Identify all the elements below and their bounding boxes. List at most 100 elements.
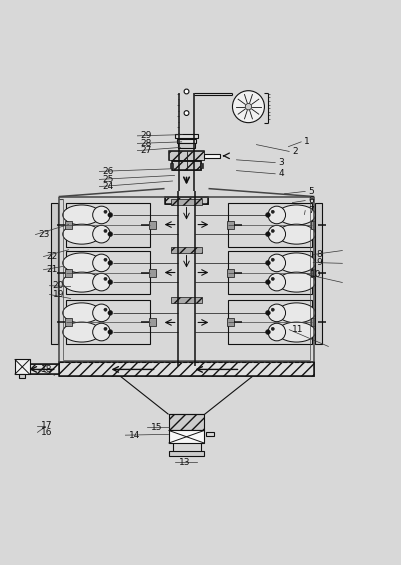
Text: 10: 10 bbox=[310, 270, 322, 279]
Text: 27: 27 bbox=[141, 146, 152, 155]
Bar bbox=[148, 319, 156, 327]
Bar bbox=[200, 163, 203, 168]
Bar bbox=[177, 138, 196, 142]
Ellipse shape bbox=[63, 303, 101, 323]
Bar bbox=[186, 161, 201, 170]
Circle shape bbox=[93, 254, 110, 272]
Bar bbox=[227, 268, 235, 276]
Bar bbox=[315, 207, 320, 242]
Circle shape bbox=[104, 277, 107, 280]
Text: 8: 8 bbox=[316, 250, 322, 259]
Circle shape bbox=[104, 258, 107, 262]
Bar bbox=[25, 364, 59, 375]
Text: 19: 19 bbox=[53, 290, 64, 299]
Ellipse shape bbox=[63, 322, 101, 342]
Text: 16: 16 bbox=[41, 428, 52, 437]
Text: 9: 9 bbox=[316, 258, 322, 267]
Bar bbox=[25, 364, 59, 375]
Bar bbox=[170, 163, 173, 168]
Circle shape bbox=[104, 210, 107, 214]
Text: 6: 6 bbox=[308, 196, 314, 205]
Circle shape bbox=[104, 327, 107, 331]
Bar bbox=[148, 220, 156, 229]
Circle shape bbox=[271, 277, 274, 280]
Bar bbox=[65, 220, 72, 229]
Circle shape bbox=[271, 327, 274, 331]
Circle shape bbox=[265, 260, 270, 266]
Circle shape bbox=[184, 111, 189, 115]
Text: 15: 15 bbox=[150, 423, 162, 432]
Text: 7: 7 bbox=[308, 206, 314, 215]
Bar bbox=[53, 305, 57, 341]
Text: 3: 3 bbox=[278, 158, 284, 167]
Bar bbox=[164, 197, 209, 204]
Bar bbox=[148, 268, 156, 276]
Bar bbox=[65, 268, 72, 276]
Text: 1: 1 bbox=[304, 137, 310, 146]
Bar bbox=[53, 254, 57, 290]
Bar bbox=[53, 207, 57, 242]
Circle shape bbox=[108, 232, 113, 237]
Bar bbox=[172, 161, 186, 170]
Circle shape bbox=[268, 304, 286, 321]
Ellipse shape bbox=[63, 272, 101, 292]
Circle shape bbox=[271, 229, 274, 233]
Text: 14: 14 bbox=[129, 431, 140, 440]
Bar bbox=[168, 151, 205, 160]
Text: 25: 25 bbox=[103, 175, 114, 184]
Circle shape bbox=[108, 280, 113, 285]
Circle shape bbox=[108, 311, 113, 315]
Ellipse shape bbox=[63, 224, 101, 244]
Bar bbox=[171, 297, 202, 303]
Circle shape bbox=[265, 232, 270, 237]
Bar bbox=[205, 154, 220, 158]
Bar bbox=[311, 319, 318, 327]
Ellipse shape bbox=[277, 205, 316, 225]
Text: 21: 21 bbox=[47, 265, 58, 274]
Text: 11: 11 bbox=[292, 325, 304, 334]
Circle shape bbox=[265, 329, 270, 334]
Bar bbox=[315, 305, 320, 341]
Bar bbox=[178, 144, 195, 148]
Bar bbox=[229, 250, 312, 294]
Circle shape bbox=[184, 89, 189, 94]
Bar bbox=[66, 301, 150, 345]
Bar bbox=[315, 254, 320, 290]
Ellipse shape bbox=[277, 224, 316, 244]
Bar bbox=[168, 414, 205, 431]
Text: 17: 17 bbox=[41, 421, 52, 430]
Text: 2: 2 bbox=[292, 147, 298, 156]
Bar bbox=[19, 375, 25, 379]
Circle shape bbox=[93, 304, 110, 321]
Text: 23: 23 bbox=[38, 230, 50, 239]
Ellipse shape bbox=[277, 303, 316, 323]
Bar bbox=[168, 151, 186, 160]
Circle shape bbox=[268, 323, 286, 341]
Bar bbox=[186, 151, 205, 160]
Circle shape bbox=[268, 273, 286, 291]
Bar bbox=[171, 247, 202, 253]
Ellipse shape bbox=[277, 322, 316, 342]
Bar bbox=[168, 414, 205, 431]
Bar bbox=[51, 203, 58, 345]
Bar bbox=[229, 203, 312, 246]
Text: 26: 26 bbox=[103, 167, 114, 176]
Bar bbox=[175, 134, 198, 138]
Bar bbox=[227, 220, 235, 229]
Circle shape bbox=[104, 229, 107, 233]
Text: 18: 18 bbox=[41, 365, 52, 374]
Circle shape bbox=[108, 260, 113, 266]
Circle shape bbox=[268, 206, 286, 224]
Bar bbox=[311, 220, 318, 229]
Circle shape bbox=[265, 212, 270, 218]
Circle shape bbox=[265, 280, 270, 285]
Circle shape bbox=[271, 210, 274, 214]
Bar bbox=[66, 203, 150, 246]
Circle shape bbox=[268, 254, 286, 272]
Circle shape bbox=[108, 212, 113, 218]
Bar bbox=[59, 362, 314, 376]
Bar bbox=[66, 250, 150, 294]
Circle shape bbox=[271, 308, 274, 311]
Circle shape bbox=[265, 311, 270, 315]
Bar bbox=[172, 161, 201, 170]
